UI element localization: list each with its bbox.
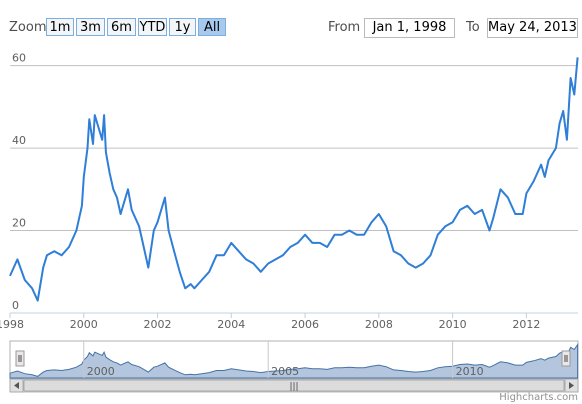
navigator-axis: 2000 2005 2010 [83, 341, 484, 378]
zoom-all-button[interactable]: All [198, 18, 226, 36]
y-tick-label: 40 [12, 134, 26, 147]
x-tick-label: 2006 [291, 318, 319, 331]
to-label: To [466, 20, 480, 35]
x-axis-labels: 1998 2000 2002 2004 2006 2008 2010 2012 [0, 313, 540, 331]
zoom-6m-button[interactable]: 6m [107, 18, 136, 36]
price-series-line [9, 57, 579, 302]
navigator-left-handle[interactable] [15, 350, 25, 367]
navigator-right-handle[interactable] [561, 350, 571, 367]
scrollbar-thumb [23, 379, 565, 392]
y-tick-label: 60 [12, 52, 26, 65]
from-label: From [328, 20, 361, 35]
scrollbar[interactable]: ||| [9, 378, 579, 393]
navigator-tick-label: 2010 [456, 365, 484, 378]
x-tick-label: 1998 [0, 318, 24, 331]
scroll-left-arrow-icon [14, 382, 19, 389]
zoom-1y-button[interactable]: 1y [169, 18, 196, 36]
y-axis-labels: 0 20 40 60 [12, 52, 26, 312]
x-tick-label: 2012 [512, 318, 540, 331]
x-tick-label: 2008 [365, 318, 393, 331]
navigator-series-area [9, 342, 579, 379]
zoom-ytd-button[interactable]: YTD [138, 18, 167, 36]
to-date-input[interactable]: May 24, 2013 [487, 18, 578, 38]
from-date-input[interactable]: Jan 1, 1998 [364, 18, 455, 38]
chart-grid [10, 65, 578, 314]
highcharts-credit[interactable]: Highcharts.com [499, 392, 578, 403]
navigator-tick-label: 2005 [271, 365, 299, 378]
navigator[interactable]: 2000 2005 2010 [9, 340, 579, 380]
scroll-right-arrow-icon [569, 382, 574, 389]
scrollbar-grip: ||| [289, 382, 298, 392]
x-tick-label: 2004 [217, 318, 245, 331]
zoom-label: Zoom [9, 20, 47, 35]
zoom-3m-button[interactable]: 3m [76, 18, 105, 36]
navigator-tick-label: 2000 [87, 365, 115, 378]
x-tick-label: 2010 [439, 318, 467, 331]
y-tick-label: 20 [12, 217, 26, 230]
y-tick-label: 0 [12, 299, 19, 312]
x-tick-label: 2000 [70, 318, 98, 331]
zoom-1m-button[interactable]: 1m [46, 18, 74, 36]
x-tick-label: 2002 [144, 318, 172, 331]
